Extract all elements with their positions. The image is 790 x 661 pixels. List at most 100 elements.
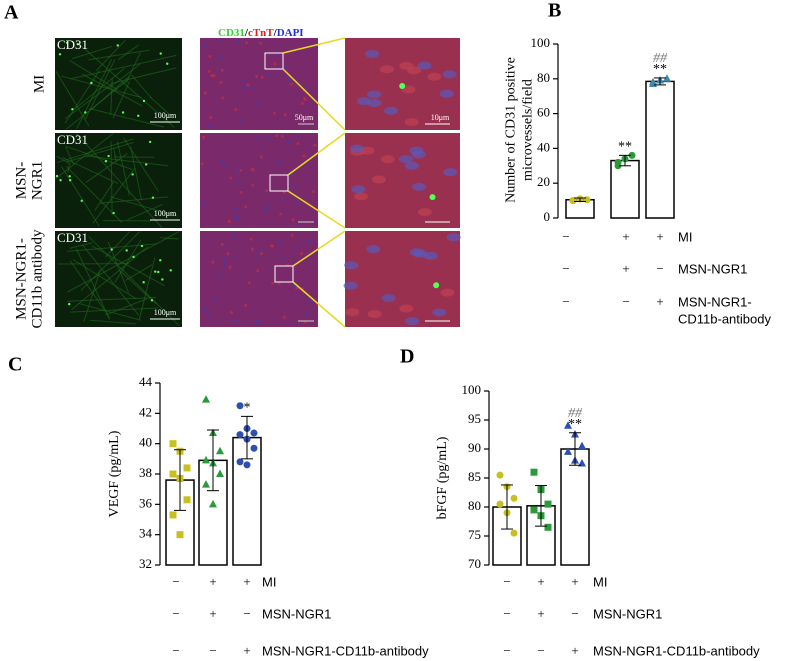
header-part: / [273, 27, 278, 39]
bar [645, 80, 675, 219]
image-texture [301, 102, 305, 106]
image-texture [381, 294, 396, 303]
image-texture [61, 156, 119, 185]
image-texture [282, 315, 286, 319]
image-texture [260, 75, 264, 79]
image-texture [256, 319, 260, 323]
image-texture [256, 136, 260, 140]
image-texture [307, 299, 311, 303]
image-texture [72, 45, 113, 60]
image-texture [280, 196, 284, 200]
image-texture [203, 91, 207, 95]
image-texture [67, 302, 71, 306]
image-texture [290, 233, 294, 237]
image-merge [200, 231, 318, 327]
significance: ** [618, 140, 632, 155]
image-texture [64, 69, 101, 124]
image-texture [442, 70, 457, 79]
data-point [510, 494, 518, 502]
image-texture [249, 237, 253, 241]
data-point [564, 447, 572, 455]
image-texture [110, 141, 113, 216]
image-texture [116, 141, 130, 196]
data-point [578, 441, 586, 450]
y-tick-label: 100 [531, 35, 551, 50]
image-texture [268, 73, 272, 77]
data-point [202, 395, 210, 403]
image-texture [110, 248, 113, 251]
image-texture [112, 80, 131, 119]
condition-label: MI [262, 574, 276, 589]
y-tick-label: 70 [468, 556, 481, 571]
condition-sign: − [243, 606, 250, 621]
image-texture [220, 242, 224, 246]
image-texture [71, 245, 149, 310]
image-texture [127, 203, 163, 221]
image-texture [105, 230, 131, 258]
image-texture [149, 96, 174, 118]
image-texture [411, 150, 426, 159]
y-tick-label: 34 [139, 526, 153, 541]
image-texture [211, 260, 215, 264]
image-texture [229, 176, 233, 180]
image-texture [144, 163, 148, 166]
image-texture [55, 174, 59, 178]
image-texture [121, 111, 125, 114]
image-texture [244, 303, 248, 307]
image-texture [116, 44, 119, 47]
y-tick-label: 60 [537, 105, 550, 120]
y-tick-label: 75 [468, 527, 481, 542]
image-texture [61, 166, 100, 227]
image-texture [219, 38, 223, 42]
image-texture [212, 74, 216, 78]
image-texture [356, 97, 371, 106]
data-point [169, 470, 177, 478]
image-texture [236, 217, 240, 221]
image-texture [159, 52, 162, 55]
image-texture [404, 118, 419, 127]
image-texture [84, 111, 87, 114]
y-axis-label: Number of CD31 positive [504, 57, 519, 203]
image-texture [380, 155, 395, 164]
data-point [236, 402, 244, 410]
image-texture [398, 155, 413, 164]
condition-sign: − [503, 606, 510, 621]
image-texture [64, 84, 112, 120]
image-texture [257, 100, 261, 104]
image-texture [252, 87, 256, 91]
image-texture [95, 39, 126, 72]
image-texture [250, 167, 254, 171]
panel-label: A [4, 2, 19, 24]
image-texture [78, 302, 142, 321]
zoom-box [274, 265, 294, 283]
image-texture [110, 67, 177, 85]
image-texture [89, 319, 136, 325]
data-point [583, 196, 591, 204]
image-texture [125, 264, 153, 281]
significance: ## [653, 51, 668, 66]
y-tick-label: 85 [468, 469, 481, 484]
data-point [614, 158, 622, 166]
zoom-box [264, 52, 284, 70]
image-texture [289, 82, 293, 86]
image-texture [148, 140, 152, 144]
condition-sign: + [622, 229, 629, 244]
image-texture [123, 137, 159, 192]
image-texture [226, 252, 230, 256]
image-texture [251, 183, 255, 187]
condition-sign: − [562, 229, 569, 244]
image-texture [70, 307, 158, 313]
image-texture [383, 106, 398, 115]
image-texture [75, 248, 110, 320]
panel-label: C [8, 354, 22, 376]
image-texture [71, 108, 74, 111]
y-tick-label: 38 [139, 465, 152, 480]
image-texture [76, 43, 79, 46]
data-point [243, 461, 251, 469]
image-texture [82, 73, 143, 107]
image-texture [131, 74, 152, 99]
image-texture [230, 310, 234, 314]
header-part: / [244, 27, 249, 39]
data-point [202, 480, 210, 488]
image-texture [130, 146, 143, 201]
